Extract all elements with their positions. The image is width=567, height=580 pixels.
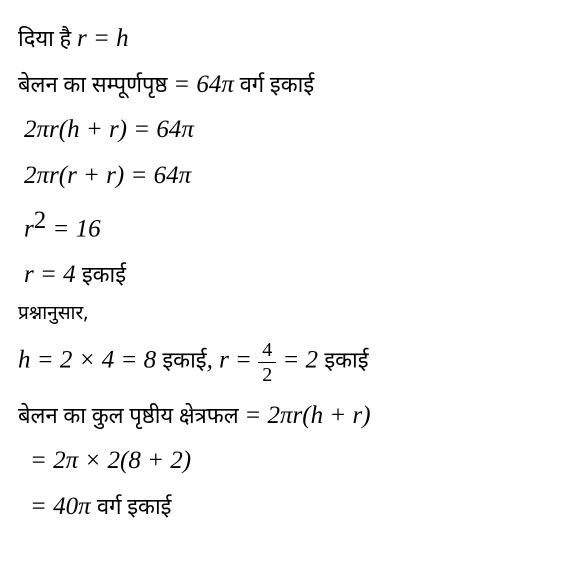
math-h8: h = 2 × 4 = 8 — [18, 346, 162, 373]
text-unit2: इकाई — [162, 347, 206, 376]
math-eq2b: = 2 — [276, 346, 324, 373]
line-eq2: 2πr(r + r) = 64π — [18, 157, 549, 195]
text-sqmunit2: वर्ग इकाई — [97, 494, 172, 523]
text-unit1: इकाई — [82, 262, 126, 291]
math-eq1: 2πr(h + r) = 64π — [24, 116, 194, 143]
line-result: = 40π वर्ग इकाई — [18, 488, 549, 526]
line-h-r-values: h = 2 × 4 = 8 इकाई, r = 42 = 2 इकाई — [18, 340, 549, 385]
math-eq2: 2πr(r + r) = 64π — [24, 162, 191, 189]
line-tsa-formula: बेलन का कुल पृष्ठीय क्षेत्रफल = 2πr(h + … — [18, 397, 549, 435]
frac-num: 4 — [258, 340, 276, 363]
math-eq16: = 16 — [46, 215, 100, 242]
fraction-4-2: 42 — [258, 340, 276, 385]
text-unit3: इकाई — [324, 347, 368, 376]
text-given: दिया है — [18, 26, 77, 55]
text-tsa: बेलन का सम्पूर्णपृष्ठ — [18, 72, 173, 101]
text-prashna: प्रश्नानुसार, — [18, 302, 88, 327]
math-comma-r: , r = — [207, 346, 259, 373]
math-sup2: 2 — [34, 207, 47, 234]
line-r4: r = 4 इकाई — [18, 256, 549, 294]
math-r-eq-h: r = h — [77, 25, 129, 52]
line-given: दिया है r = h — [18, 20, 549, 58]
text-tsa2: बेलन का कुल पृष्ठीय क्षेत्रफल — [18, 403, 244, 432]
line-rsq: r2 = 16 — [18, 202, 549, 248]
math-r: r — [24, 215, 34, 242]
math-r4: r = 4 — [24, 261, 82, 288]
math-calc: = 2π × 2(8 + 2) — [30, 447, 191, 474]
math-40pi: = 40π — [30, 493, 97, 520]
math-tsa-formula: = 2πr(h + r) — [244, 402, 370, 429]
line-calc: = 2π × 2(8 + 2) — [18, 442, 549, 480]
math-64pi: = 64π — [173, 71, 234, 98]
frac-den: 2 — [258, 363, 276, 385]
line-eq1: 2πr(h + r) = 64π — [18, 111, 549, 149]
text-sqmunit: वर्ग इकाई — [234, 72, 314, 101]
line-prashnanusar: प्रश्नानुसार, — [18, 295, 549, 330]
line-tsa-64pi: बेलन का सम्पूर्णपृष्ठ = 64π वर्ग इकाई — [18, 66, 549, 104]
